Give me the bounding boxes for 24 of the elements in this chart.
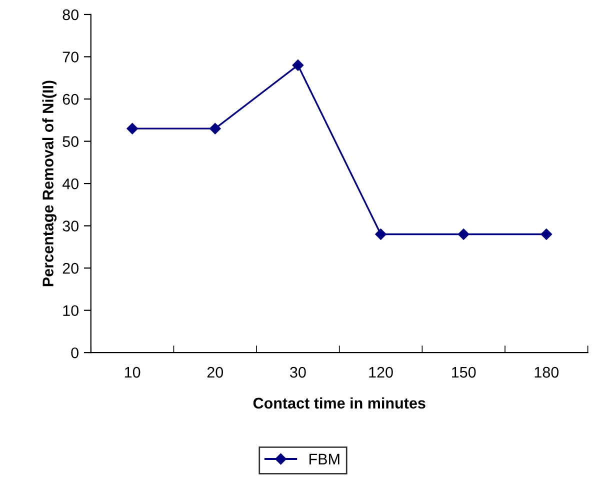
point [540, 228, 552, 240]
y-tick-label: 0 [71, 347, 78, 358]
legend-label: FBM [310, 454, 340, 464]
x-tick-label: 30 [290, 366, 306, 378]
x-tick-label: 150 [452, 366, 476, 378]
y-tick-label: 40 [62, 178, 78, 190]
y-tick-label: 10 [63, 305, 78, 316]
x-tick-label: 20 [207, 366, 224, 378]
y-tick-label: 50 [62, 136, 78, 147]
point [126, 122, 138, 134]
y-tick-label: 60 [62, 94, 78, 105]
x-tick-label: 120 [369, 366, 393, 378]
y-tick-label: 70 [62, 52, 78, 62]
point [458, 228, 470, 240]
point [210, 122, 221, 134]
y-tick-label: 30 [62, 220, 78, 232]
y-tick-label: 80 [62, 9, 78, 20]
y-axis-title: Percentage Removal of Ni(II) [42, 80, 57, 286]
x-axis-title: Contact time in minutes [253, 397, 426, 409]
x-tick-label: 10 [124, 366, 140, 378]
x-tick-label: 180 [534, 366, 559, 378]
y-tick-label: 20 [62, 262, 78, 274]
point [375, 228, 386, 240]
point [292, 60, 304, 71]
